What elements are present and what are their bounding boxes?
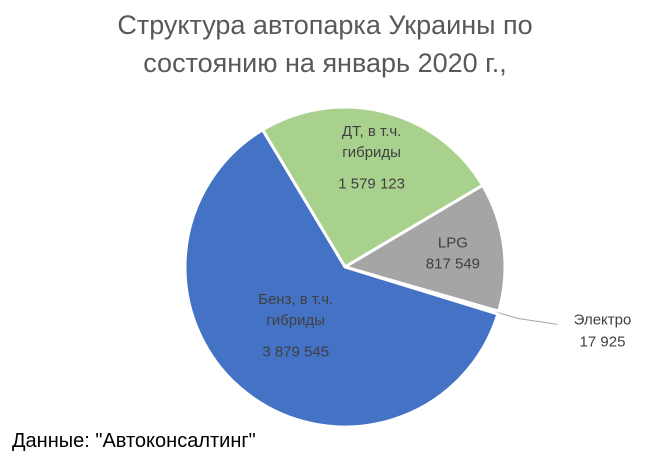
pie-slice <box>341 183 507 314</box>
value-label: 1 579 123 <box>338 175 405 192</box>
value-label: 3 879 545 <box>262 343 330 361</box>
pie-slice <box>260 105 485 270</box>
slice-label: Бенз, в т.ч. гибриды <box>258 290 334 329</box>
value-label: 817 549 <box>425 255 481 273</box>
leader-line <box>496 311 558 325</box>
source-note: Данные: "Автоконсалтинг" <box>12 430 256 452</box>
chart-title: Структура автопарка Украины по состоянию… <box>117 10 533 78</box>
value-label: 17 925 <box>579 333 626 351</box>
pie-slice <box>183 127 500 429</box>
slice-label: Электро <box>573 311 632 329</box>
slice-label: ДТ, в т.ч. гибриды <box>341 122 402 161</box>
slice-label: LPG <box>437 234 468 252</box>
